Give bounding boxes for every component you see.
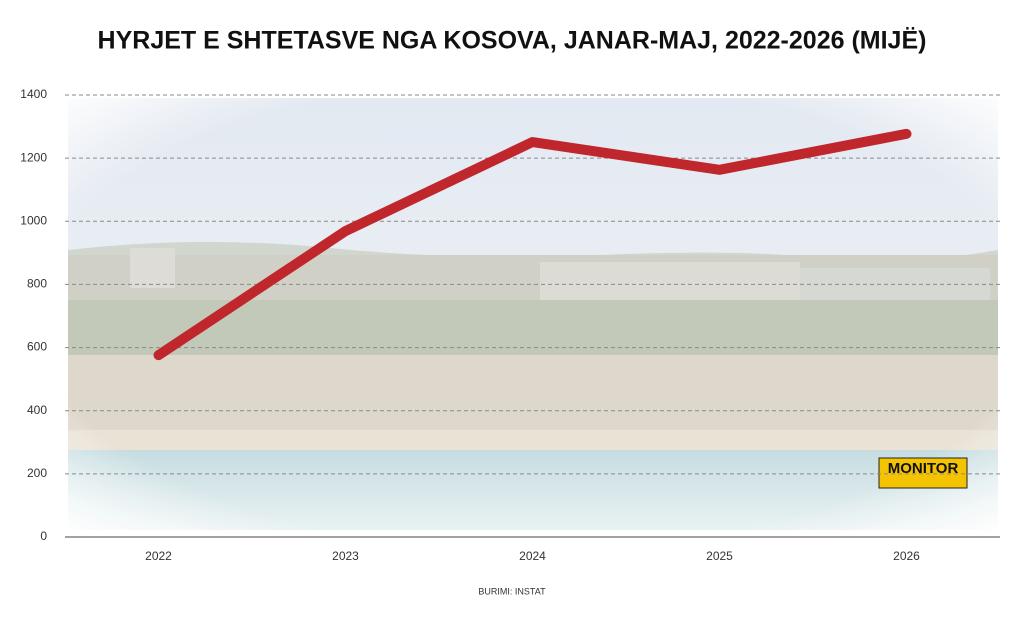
background-photo [60, 90, 1006, 538]
logo-box [878, 457, 968, 489]
logo: MONITOR [878, 457, 968, 489]
x-tick-label: 2025 [706, 549, 733, 563]
x-tick-label: 2026 [893, 549, 920, 563]
x-tick-label: 2023 [332, 549, 359, 563]
chart-title: HYRJET E SHTETASVE NGA KOSOVA, JANAR-MAJ… [98, 27, 927, 55]
y-tick-label: 1000 [20, 213, 47, 227]
y-tick-label: 600 [27, 340, 47, 354]
x-tick-label: 2022 [145, 549, 172, 563]
source-note: BURIMI: INSTAT [478, 586, 546, 596]
logo-text: MONITOR [888, 460, 959, 477]
y-tick-label: 400 [27, 403, 47, 417]
y-tick-label: 1400 [20, 87, 47, 101]
y-tick-label: 800 [27, 277, 47, 291]
data-line [153, 128, 912, 361]
x-tick-label: 2024 [519, 549, 546, 563]
y-tick-label: 200 [27, 466, 47, 480]
y-tick-label: 0 [40, 529, 47, 543]
y-tick-label: 1200 [20, 150, 47, 164]
